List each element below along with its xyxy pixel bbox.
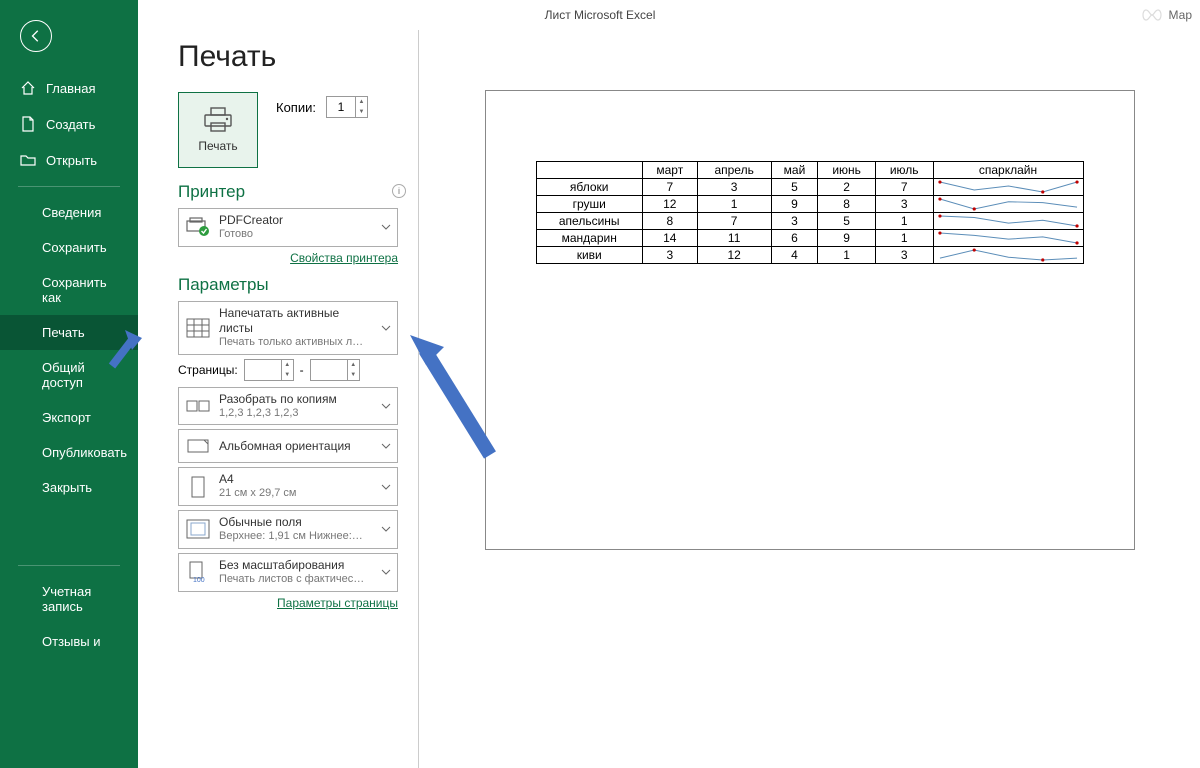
dd-title: Напечатать активные листы <box>219 306 373 336</box>
dd-title: Разобрать по копиям <box>219 392 373 407</box>
infinity-icon <box>1141 8 1163 22</box>
sidebar-item-info[interactable]: Сведения <box>0 195 138 230</box>
sidebar-label: Создать <box>46 117 95 132</box>
user-name: Мар <box>1169 8 1192 22</box>
pages-from-spinner[interactable]: ▲▼ <box>244 359 294 381</box>
print-preview-pane: мартапрельмайиюньиюльспарклайняблоки7352… <box>418 30 1200 768</box>
scaling-icon: 100 <box>185 560 211 584</box>
print-settings-pane: Печать Печать Копии: ▲▼ Принтер i <box>138 30 418 768</box>
chevron-down-icon <box>381 401 391 411</box>
svg-text:100: 100 <box>193 577 205 583</box>
sidebar-label: Отзывы и <box>42 634 101 649</box>
dd-title: Обычные поля <box>219 515 373 530</box>
pages-to-spinner[interactable]: ▲▼ <box>310 359 360 381</box>
home-icon <box>20 80 36 96</box>
margins-icon <box>185 517 211 541</box>
chevron-down-icon <box>381 222 391 232</box>
sidebar-item-print[interactable]: Печать <box>0 315 138 350</box>
info-icon[interactable]: i <box>392 184 406 198</box>
printer-section-label: Принтер i <box>178 182 406 202</box>
doc-title: Лист Microsoft Excel <box>545 8 656 22</box>
printer-dropdown[interactable]: PDFCreator Готово <box>178 208 398 247</box>
open-folder-icon <box>20 152 36 168</box>
sidebar-label: Учетная запись <box>42 584 124 614</box>
sidebar-label: Сохранить <box>42 240 107 255</box>
sidebar-item-feedback[interactable]: Отзывы и <box>0 624 138 659</box>
dd-sub: Верхнее: 1,91 см Нижнее:… <box>219 530 373 544</box>
settings-section-label: Параметры <box>178 275 406 295</box>
pages-to-input[interactable] <box>311 360 347 380</box>
sidebar-label: Сведения <box>42 205 101 220</box>
sidebar-item-save[interactable]: Сохранить <box>0 230 138 265</box>
sidebar-item-share[interactable]: Общий доступ <box>0 350 138 400</box>
dd-title: A4 <box>219 472 373 487</box>
sidebar-label: Опубликовать <box>42 445 127 460</box>
page-title: Печать <box>178 40 406 74</box>
dd-sub: Печать только активных л… <box>219 336 373 350</box>
copies-label: Копии: <box>276 100 316 115</box>
backstage-sidebar: Главная Создать Открыть Сведения Сохрани… <box>0 0 138 768</box>
collate-icon <box>185 394 211 418</box>
scaling-dropdown[interactable]: 100 Без масштабирования Печать листов с … <box>178 553 398 592</box>
sidebar-label: Закрыть <box>42 480 92 495</box>
preview-table: мартапрельмайиюньиюльспарклайняблоки7352… <box>536 161 1084 264</box>
sidebar-label: Открыть <box>46 153 97 168</box>
pages-label: Страницы: <box>178 363 238 377</box>
collate-dropdown[interactable]: Разобрать по копиям 1,2,3 1,2,3 1,2,3 <box>178 387 398 426</box>
print-btn-label: Печать <box>198 139 237 153</box>
dd-sub: Печать листов с фактичес… <box>219 573 373 587</box>
paper-size-dropdown[interactable]: A4 21 см x 29,7 см <box>178 467 398 506</box>
new-file-icon <box>20 116 36 132</box>
chevron-down-icon <box>381 441 391 451</box>
sidebar-item-new[interactable]: Создать <box>0 106 138 142</box>
sidebar-item-close[interactable]: Закрыть <box>0 470 138 505</box>
printer-properties-link[interactable]: Свойства принтера <box>290 251 398 265</box>
printer-ok-icon <box>185 215 211 239</box>
print-what-dropdown[interactable]: Напечатать активные листы Печать только … <box>178 301 398 355</box>
sidebar-item-open[interactable]: Открыть <box>0 142 138 178</box>
preview-page: мартапрельмайиюньиюльспарклайняблоки7352… <box>485 90 1135 550</box>
dd-sub: 21 см x 29,7 см <box>219 487 373 501</box>
copies-input[interactable] <box>327 97 355 117</box>
sidebar-item-export[interactable]: Экспорт <box>0 400 138 435</box>
print-submit-button[interactable]: Печать <box>178 92 258 168</box>
sidebar-label: Экспорт <box>42 410 91 425</box>
printer-name: PDFCreator <box>219 213 373 228</box>
sidebar-item-account[interactable]: Учетная запись <box>0 574 138 624</box>
page-setup-link[interactable]: Параметры страницы <box>277 596 398 610</box>
printer-status: Готово <box>219 228 373 242</box>
dd-title: Альбомная ориентация <box>219 439 373 454</box>
spinner-up[interactable]: ▲ <box>356 97 367 107</box>
spinner-down[interactable]: ▼ <box>356 107 367 117</box>
paper-icon <box>185 475 211 499</box>
chevron-down-icon <box>381 323 391 333</box>
sheets-icon <box>185 316 211 340</box>
sidebar-label: Главная <box>46 81 95 96</box>
chevron-down-icon <box>381 567 391 577</box>
chevron-down-icon <box>381 482 391 492</box>
margins-dropdown[interactable]: Обычные поля Верхнее: 1,91 см Нижнее:… <box>178 510 398 549</box>
sidebar-label: Печать <box>42 325 85 340</box>
printer-icon <box>203 107 233 133</box>
sidebar-item-saveas[interactable]: Сохранить как <box>0 265 138 315</box>
sidebar-label: Общий доступ <box>42 360 124 390</box>
orientation-dropdown[interactable]: Альбомная ориентация <box>178 429 398 463</box>
chevron-down-icon <box>381 524 391 534</box>
landscape-icon <box>185 434 211 458</box>
sidebar-item-home[interactable]: Главная <box>0 70 138 106</box>
sidebar-item-publish[interactable]: Опубликовать <box>0 435 138 470</box>
dd-sub: 1,2,3 1,2,3 1,2,3 <box>219 407 373 421</box>
pages-from-input[interactable] <box>245 360 281 380</box>
dd-title: Без масштабирования <box>219 558 373 573</box>
copies-spinner[interactable]: ▲▼ <box>326 96 368 118</box>
back-button[interactable] <box>20 20 52 52</box>
sidebar-label: Сохранить как <box>42 275 124 305</box>
